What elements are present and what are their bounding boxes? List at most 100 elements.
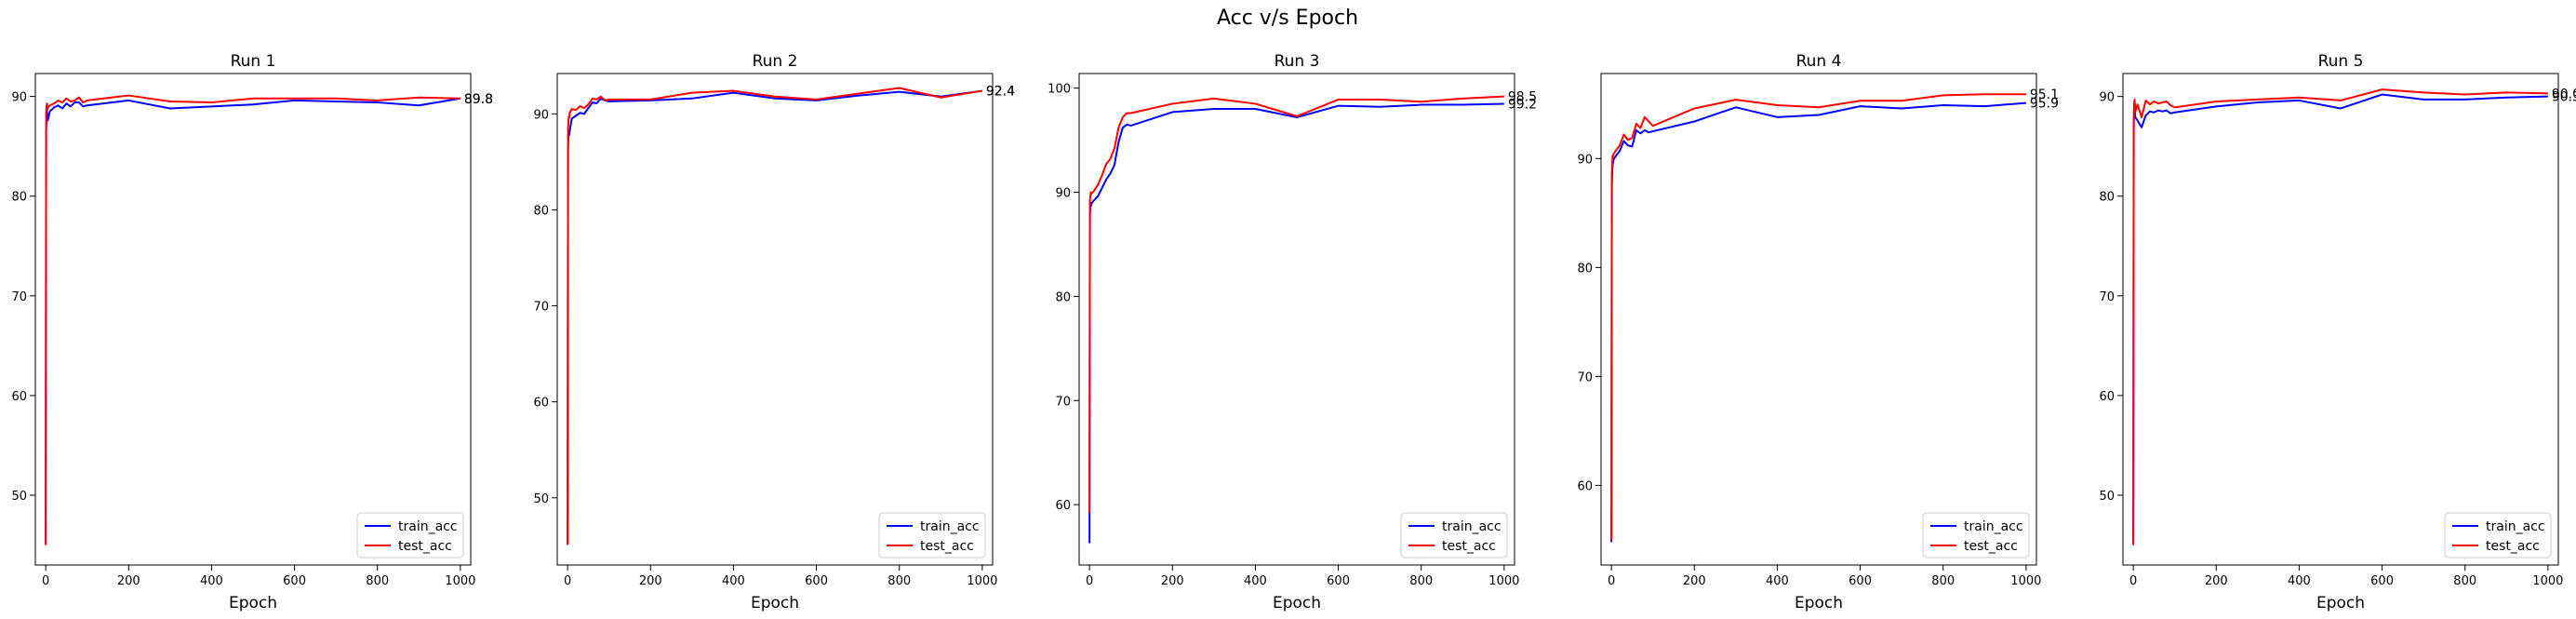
x-tick-label: 400 bbox=[1766, 574, 1789, 588]
y-tick-label: 80 bbox=[2099, 191, 2115, 205]
x-tick-label: 600 bbox=[1849, 574, 1872, 588]
y-tick-label: 50 bbox=[2099, 490, 2115, 504]
y-tick-label: 80 bbox=[533, 204, 549, 218]
x-tick-label: 200 bbox=[639, 574, 662, 588]
legend-label-train_acc: train_acc bbox=[398, 519, 458, 534]
x-tick-label: 0 bbox=[1086, 574, 1093, 588]
end-value-label-train_acc: 99.2 bbox=[1508, 97, 1537, 112]
legend-label-train_acc: train_acc bbox=[2486, 519, 2545, 534]
end-value-label-train_acc: 92.4 bbox=[986, 85, 1015, 100]
y-tick-label: 90 bbox=[2099, 91, 2115, 105]
x-tick-label: 400 bbox=[722, 574, 745, 588]
x-tick-label: 1000 bbox=[2010, 574, 2041, 588]
x-tick-label: 400 bbox=[1244, 574, 1267, 588]
series-line-train_acc bbox=[1610, 101, 2026, 543]
legend-label-test_acc: test_acc bbox=[920, 539, 974, 554]
y-tick-label: 100 bbox=[1048, 83, 1071, 97]
y-tick-label: 60 bbox=[1577, 480, 1593, 494]
end-value-label-test_acc: 98.5 bbox=[1508, 90, 1537, 105]
x-tick-label: 200 bbox=[1161, 574, 1184, 588]
subplot-title: Run 3 bbox=[1275, 52, 1320, 71]
legend-label-train_acc: train_acc bbox=[920, 519, 980, 534]
y-tick-label: 60 bbox=[1055, 499, 1071, 513]
x-tick-label: 0 bbox=[564, 574, 571, 588]
plot-frame bbox=[1600, 73, 2037, 566]
plot-frame bbox=[2122, 73, 2559, 566]
legend-label-test_acc: test_acc bbox=[398, 539, 452, 554]
series-line-test_acc bbox=[1088, 95, 1504, 514]
legend-label-train_acc: train_acc bbox=[1964, 519, 2023, 534]
x-axis-label: Epoch bbox=[751, 594, 799, 612]
subplot-title: Run 4 bbox=[1796, 52, 1842, 71]
x-tick-label: 1000 bbox=[1488, 574, 1519, 588]
series-line-test_acc bbox=[2132, 88, 2548, 545]
y-tick-label: 60 bbox=[11, 390, 27, 404]
series-line-train_acc bbox=[45, 97, 461, 544]
legend: train_acc test_acc bbox=[1400, 512, 1508, 558]
x-tick-label: 400 bbox=[2288, 574, 2311, 588]
x-tick-label: 200 bbox=[117, 574, 140, 588]
x-tick-label: 800 bbox=[1409, 574, 1433, 588]
y-tick-label: 80 bbox=[1055, 290, 1071, 304]
subplot-title: Run 2 bbox=[753, 52, 798, 71]
x-axis-label: Epoch bbox=[1273, 594, 1321, 612]
y-tick-label: 90 bbox=[11, 91, 27, 105]
subplot-run-5: Run 5 0 200 400 600 800 1000 50 60 70 80 90 Epoch 90.… bbox=[2099, 52, 2576, 612]
series-line-train_acc bbox=[567, 89, 982, 544]
legend-label-test_acc: test_acc bbox=[2486, 539, 2540, 554]
x-tick-label: 600 bbox=[1327, 574, 1350, 588]
x-tick-label: 0 bbox=[42, 574, 49, 588]
y-tick-label: 70 bbox=[1577, 370, 1593, 384]
subplot-title: Run 1 bbox=[231, 52, 276, 71]
y-tick-label: 80 bbox=[11, 191, 27, 205]
x-tick-label: 200 bbox=[2205, 574, 2228, 588]
x-tick-label: 1000 bbox=[445, 574, 475, 588]
subplot-run-4: Run 4 0 200 400 600 800 1000 60 70 80 90 Epoch 95.99… bbox=[1577, 52, 2059, 612]
y-tick-label: 70 bbox=[2099, 290, 2115, 304]
x-axis-label: Epoch bbox=[2316, 594, 2365, 612]
y-tick-label: 90 bbox=[533, 108, 549, 122]
x-axis-label: Epoch bbox=[229, 594, 277, 612]
legend: train_acc test_acc bbox=[878, 512, 986, 558]
series-line-test_acc bbox=[1610, 93, 2026, 541]
y-tick-label: 70 bbox=[533, 301, 549, 315]
y-tick-label: 80 bbox=[1577, 262, 1593, 276]
legend-label-train_acc: train_acc bbox=[1442, 519, 1502, 534]
y-tick-label: 90 bbox=[1577, 153, 1593, 167]
subplot-title: Run 5 bbox=[2318, 52, 2364, 71]
x-tick-label: 800 bbox=[366, 574, 389, 588]
legend: train_acc test_acc bbox=[2444, 512, 2552, 558]
plot-frame bbox=[34, 73, 472, 566]
end-value-label-test_acc: 89.8 bbox=[464, 92, 493, 107]
x-tick-label: 800 bbox=[2453, 574, 2476, 588]
y-tick-label: 50 bbox=[533, 492, 549, 506]
x-tick-label: 800 bbox=[1931, 574, 1955, 588]
x-tick-label: 1000 bbox=[967, 574, 997, 588]
series-line-train_acc bbox=[1088, 102, 1504, 544]
x-tick-label: 600 bbox=[283, 574, 306, 588]
end-value-label-test_acc: 95.1 bbox=[2030, 87, 2059, 102]
end-value-label-test_acc: 92.4 bbox=[986, 85, 1015, 100]
legend: train_acc test_acc bbox=[1922, 512, 2030, 558]
y-tick-label: 90 bbox=[1055, 187, 1071, 201]
legend-label-test_acc: test_acc bbox=[1964, 539, 2018, 554]
end-value-label-test_acc: 90.0 bbox=[2552, 87, 2576, 101]
series-line-train_acc bbox=[2132, 93, 2548, 544]
y-tick-label: 50 bbox=[11, 490, 27, 504]
x-axis-label: Epoch bbox=[1795, 594, 1843, 612]
y-tick-label: 60 bbox=[2099, 390, 2115, 404]
figure-title: Acc v/s Epoch bbox=[1217, 7, 1358, 30]
end-value-label-train_acc: 90.3 bbox=[2552, 90, 2576, 105]
x-tick-label: 800 bbox=[888, 574, 911, 588]
end-value-label-train_acc: 95.9 bbox=[2030, 97, 2059, 112]
x-tick-label: 0 bbox=[2129, 574, 2137, 588]
plot-frame bbox=[1078, 73, 1515, 566]
y-tick-label: 60 bbox=[533, 397, 549, 410]
legend: train_acc test_acc bbox=[356, 512, 464, 558]
x-tick-label: 400 bbox=[200, 574, 223, 588]
subplot-run-2: Run 2 0 200 400 600 800 1000 50 60 70 80 90 Epoch 92.… bbox=[533, 52, 1015, 612]
series-line-test_acc bbox=[567, 87, 983, 545]
plot-frame bbox=[556, 73, 994, 566]
y-tick-label: 70 bbox=[1055, 395, 1071, 409]
